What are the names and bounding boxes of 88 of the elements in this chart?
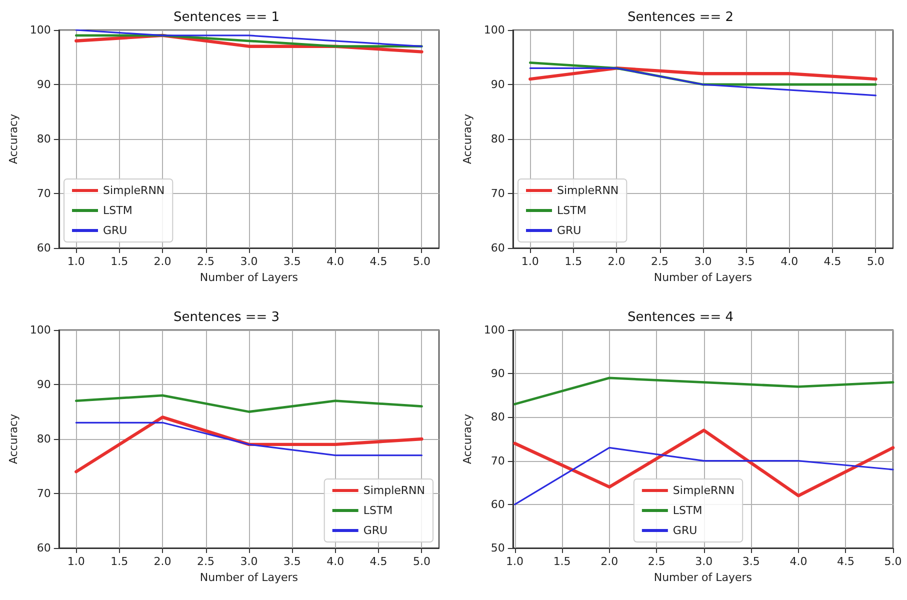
x-tick-label: 2.5: [197, 255, 215, 268]
y-tick-label: 70: [36, 187, 51, 200]
x-tick-label: 4.5: [370, 255, 388, 268]
x-axis-title: Number of Layers: [200, 570, 298, 584]
x-tick-label: 5.0: [412, 555, 430, 568]
y-tick-label: 60: [490, 498, 505, 511]
y-tick-label: 70: [36, 487, 51, 500]
y-tick-label: 70: [490, 454, 505, 468]
x-tick-label: 4.5: [824, 255, 842, 268]
x-axis-title: Number of Layers: [200, 270, 298, 284]
x-tick-label: 2.0: [600, 555, 618, 568]
line-series: [74, 416, 424, 474]
y-tick-label: 80: [36, 432, 51, 446]
x-tick-label: 5.0: [412, 255, 430, 268]
legend-label: LSTM: [557, 204, 586, 217]
x-tick-label: 1.0: [67, 255, 85, 268]
legend-label: GRU: [363, 524, 388, 537]
line-series: [513, 428, 895, 498]
y-axis-title: Accuracy: [461, 113, 474, 164]
x-tick-label: 1.0: [506, 555, 524, 568]
legend-label: LSTM: [103, 204, 132, 217]
y-tick-label: 50: [490, 542, 505, 554]
x-tick-label: 2.0: [154, 255, 172, 268]
x-tick-label: 2.5: [651, 255, 669, 268]
x-tick-label: 4.0: [326, 255, 344, 268]
y-axis-title: Accuracy: [7, 113, 20, 164]
y-tick-label: 100: [30, 324, 51, 336]
x-tick-label: 3.5: [737, 255, 755, 268]
line-series: [75, 29, 423, 48]
legend-label: LSTM: [672, 504, 702, 517]
chart-title: Sentences == 1: [173, 10, 280, 25]
y-tick-label: 90: [490, 78, 505, 91]
y-tick-label: 90: [490, 367, 505, 380]
x-axis-title: Number of Layers: [654, 570, 752, 584]
y-tick-label: 80: [490, 132, 505, 146]
y-axis-title: Accuracy: [461, 413, 474, 464]
x-tick-label: 4.5: [836, 555, 854, 568]
x-tick-label: 2.0: [154, 555, 172, 568]
chart-title: Sentences == 3: [173, 310, 280, 325]
legend-label: SimpleRNN: [103, 184, 165, 197]
line-series: [74, 394, 423, 413]
legend-label: SimpleRNN: [363, 484, 426, 497]
x-tick-label: 4.0: [780, 255, 798, 268]
y-tick-label: 70: [490, 187, 505, 200]
x-tick-label: 2.5: [197, 555, 215, 568]
x-tick-label: 1.5: [553, 555, 571, 568]
x-tick-label: 3.0: [694, 255, 712, 268]
y-tick-label: 60: [36, 242, 51, 254]
y-tick-label: 60: [36, 542, 51, 554]
x-axis-title: Number of Layers: [654, 270, 752, 284]
x-tick-label: 3.5: [742, 555, 760, 568]
y-axis-title: Accuracy: [7, 413, 20, 464]
x-tick-label: 3.0: [240, 555, 258, 568]
y-tick-label: 100: [484, 24, 505, 36]
chart-title: Sentences == 2: [627, 10, 734, 25]
x-tick-label: 4.0: [326, 555, 344, 568]
legend-label: GRU: [103, 224, 128, 237]
x-tick-label: 3.0: [695, 555, 713, 568]
legend-label: SimpleRNN: [672, 484, 735, 497]
x-tick-label: 3.0: [240, 255, 258, 268]
x-tick-label: 5.0: [866, 255, 884, 268]
x-tick-label: 1.5: [110, 555, 128, 568]
x-tick-label: 1.0: [67, 555, 85, 568]
x-tick-label: 2.0: [608, 255, 626, 268]
x-tick-label: 4.0: [790, 555, 808, 568]
y-tick-label: 100: [30, 24, 51, 36]
x-tick-label: 3.5: [283, 255, 301, 268]
x-tick-label: 5.0: [884, 555, 902, 568]
x-tick-label: 1.5: [564, 255, 582, 268]
x-tick-label: 4.5: [370, 555, 388, 568]
y-tick-label: 80: [36, 132, 51, 146]
x-tick-label: 1.5: [110, 255, 128, 268]
legend-label: GRU: [672, 524, 698, 537]
x-tick-label: 2.5: [648, 555, 666, 568]
y-tick-label: 90: [36, 378, 51, 391]
y-tick-label: 90: [36, 78, 51, 91]
y-tick-label: 80: [490, 410, 505, 424]
chart-title: Sentences == 4: [627, 310, 734, 325]
line-series: [514, 376, 894, 406]
x-tick-label: 3.5: [283, 555, 301, 568]
line-series: [529, 67, 877, 96]
legend-label: SimpleRNN: [557, 184, 619, 197]
y-tick-label: 60: [490, 242, 505, 254]
legend-label: GRU: [557, 224, 582, 237]
line-series: [514, 446, 894, 506]
y-tick-label: 100: [484, 324, 505, 336]
legend-label: LSTM: [363, 504, 393, 517]
x-tick-label: 1.0: [521, 255, 539, 268]
